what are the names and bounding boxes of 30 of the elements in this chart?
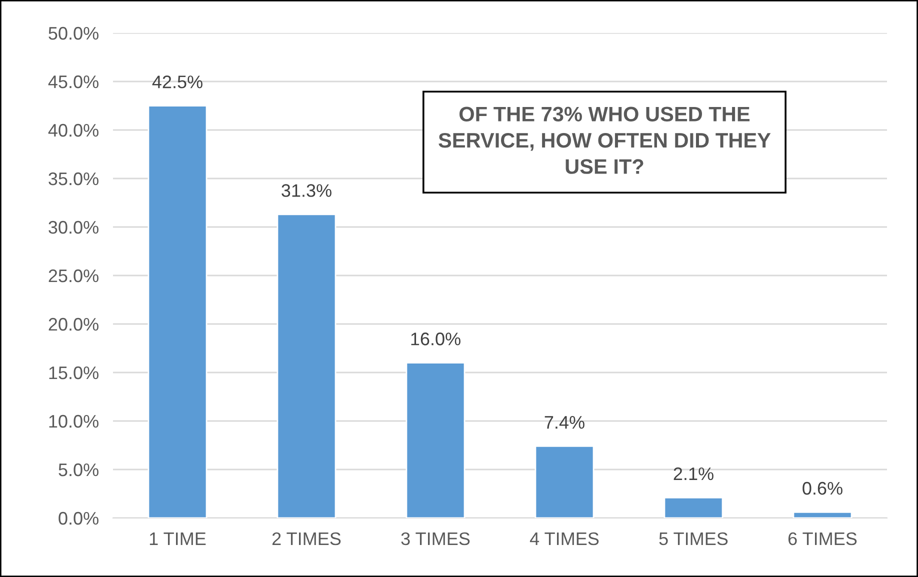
text: OF THE 73% WHO USED THE SERVICE, HOW OFTEN DID THEY USE IT?: [438, 106, 771, 174]
bar: [534, 446, 594, 518]
x-tick-label: 3 TIMES: [401, 532, 470, 546]
bar: [664, 496, 724, 518]
y-tick-label: 20.0%: [48, 318, 98, 331]
y-tick-label: 25.0%: [48, 269, 98, 282]
bar: [276, 214, 336, 518]
y-tick-label: 35.0%: [48, 172, 98, 186]
bar: [406, 362, 466, 518]
y-tick-label: 10.0%: [49, 414, 98, 428]
data-label: 7.4%: [544, 416, 584, 429]
bar: [148, 105, 208, 518]
y-tick-label: 50.0%: [48, 26, 98, 40]
y-tick-label: 0.0%: [58, 512, 98, 525]
data-label: 31.3%: [282, 184, 332, 197]
x-tick-label: 5 TIMES: [659, 532, 728, 546]
x-tick-label: 6 TIMES: [788, 532, 857, 546]
y-tick-label: 15.0%: [49, 366, 98, 380]
y-tick-label: 30.0%: [48, 220, 98, 234]
x-tick-label: 4 TIMES: [530, 532, 599, 546]
bar: [792, 511, 852, 518]
y-tick-label: 45.0%: [48, 75, 98, 88]
data-label: 2.1%: [674, 467, 714, 480]
x-tick-label: 1 TIME: [150, 532, 206, 545]
y-tick-label: 5.0%: [58, 463, 98, 476]
y-tick-label: 40.0%: [48, 124, 98, 137]
x-tick-label: 2 TIMES: [272, 532, 341, 546]
data-label: 16.0%: [411, 332, 460, 346]
data-label: 0.6%: [802, 482, 842, 495]
data-label: 42.5%: [152, 76, 202, 88]
